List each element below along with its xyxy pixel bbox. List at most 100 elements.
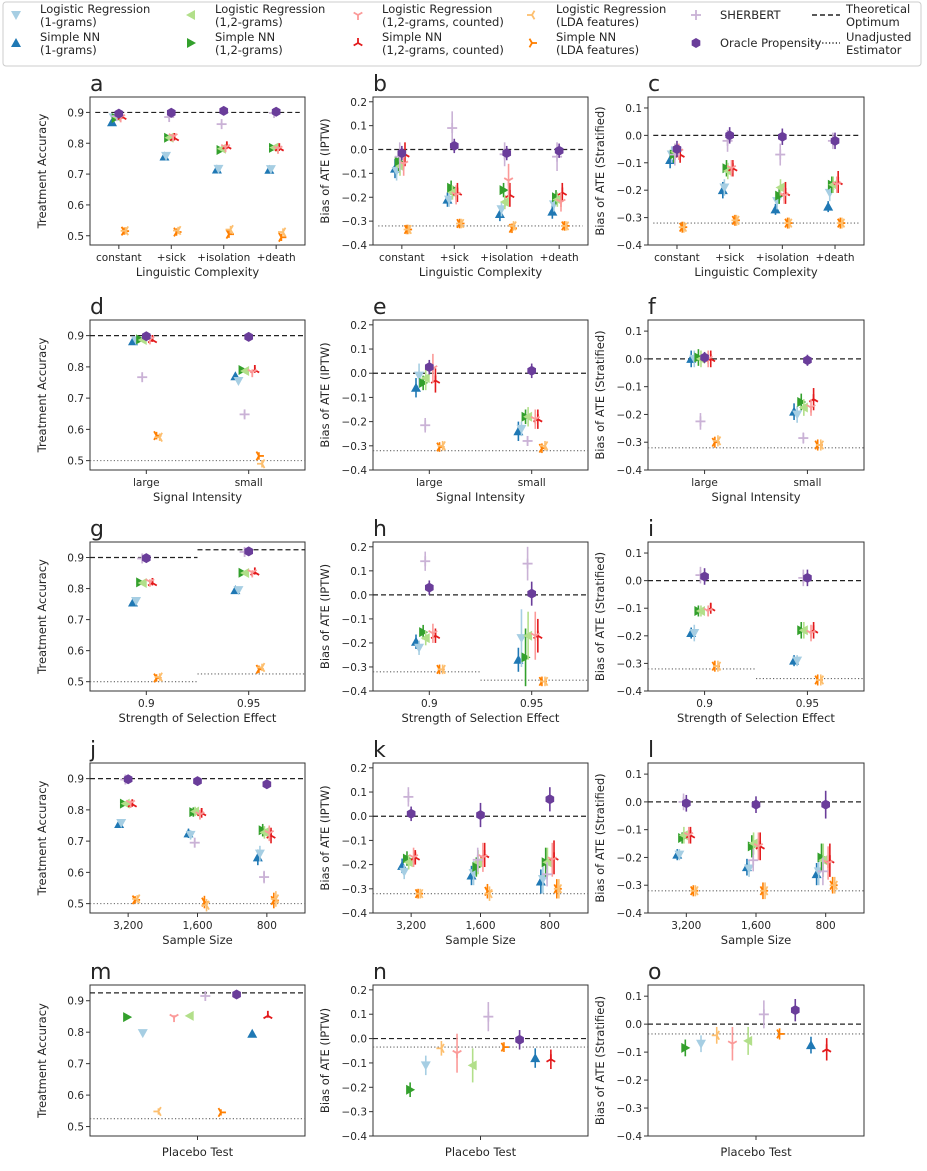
point-marker bbox=[403, 857, 413, 868]
y-tick-label: 0.8 bbox=[67, 1027, 84, 1039]
data-point-lr1 bbox=[674, 849, 685, 861]
data-point-nn1 bbox=[547, 204, 558, 219]
point-marker bbox=[403, 224, 412, 235]
marker-shape bbox=[665, 155, 676, 165]
marker-arm bbox=[546, 1058, 552, 1063]
marker-shape bbox=[424, 362, 434, 373]
y-tick-label: 0.5 bbox=[67, 231, 84, 243]
data-point-lr1 bbox=[420, 1055, 431, 1076]
x-tick-label: +isolation bbox=[756, 252, 809, 264]
axes-frame bbox=[89, 984, 306, 1137]
point-marker bbox=[414, 643, 425, 653]
marker-arm bbox=[353, 42, 359, 47]
point-marker bbox=[483, 1011, 494, 1022]
point-marker bbox=[523, 411, 533, 422]
marker-shape bbox=[691, 38, 701, 48]
data-point-lr12 bbox=[137, 577, 147, 588]
data-point-oracle bbox=[790, 998, 800, 1022]
marker-arm bbox=[512, 225, 517, 231]
point-marker bbox=[472, 862, 482, 873]
point-marker bbox=[806, 629, 816, 639]
marker-shape bbox=[803, 572, 812, 583]
marker-shape bbox=[792, 656, 803, 666]
data-point-lr1 bbox=[719, 179, 730, 196]
point-marker bbox=[717, 185, 728, 195]
marker-arm bbox=[556, 198, 562, 203]
y-tick-label: 0.0 bbox=[350, 368, 367, 380]
marker-shape bbox=[233, 376, 244, 386]
point-marker bbox=[189, 837, 200, 848]
legend-frame bbox=[2, 1, 922, 67]
point-marker bbox=[678, 222, 688, 232]
marker-shape bbox=[161, 151, 172, 161]
panel-o: o −0.4 −0.3 −0.2 −0.1 0.0 0.1 Bias of ATE (Stra… bbox=[593, 960, 865, 1159]
marker-arm bbox=[820, 679, 825, 685]
y-axis-label: Bias of ATE (Stratified) bbox=[593, 773, 607, 902]
data-point-nn1 bbox=[770, 203, 781, 215]
x-axis-label: Sample Size bbox=[721, 933, 791, 947]
marker-shape bbox=[554, 145, 564, 156]
point-marker bbox=[244, 331, 254, 342]
point-marker bbox=[798, 625, 808, 636]
point-marker bbox=[259, 827, 269, 838]
point-marker bbox=[244, 546, 254, 557]
x-tick-label: +sick bbox=[715, 252, 745, 264]
data-point-lr1 bbox=[131, 596, 142, 606]
data-point-sherbert bbox=[403, 787, 414, 807]
data-point-lrc bbox=[727, 1026, 738, 1061]
marker-arm bbox=[225, 143, 231, 149]
axes-frame bbox=[647, 96, 865, 246]
marker-shape bbox=[185, 830, 196, 840]
marker-shape bbox=[523, 411, 533, 422]
marker-arm bbox=[841, 218, 846, 224]
marker-arm bbox=[270, 834, 276, 839]
y-tick-label: −0.4 bbox=[617, 240, 643, 252]
legend-label: (1-grams) bbox=[40, 15, 97, 29]
panel-c: c −0.4 −0.3 −0.2 −0.1 0.0 0.1 Bias of ATE (Stra… bbox=[593, 72, 865, 279]
marker-shape bbox=[131, 596, 142, 606]
point-marker bbox=[247, 569, 258, 578]
y-axis-label: Bias of ATE (Stratified) bbox=[593, 330, 607, 459]
marker-arm bbox=[136, 894, 141, 900]
point-marker bbox=[695, 605, 705, 616]
point-marker bbox=[775, 190, 785, 201]
marker-shape bbox=[240, 568, 250, 579]
x-tick-label: constant bbox=[654, 252, 700, 264]
legend-label: Logistic Regression bbox=[556, 2, 666, 16]
panel-letter: j bbox=[89, 738, 96, 763]
marker-arm bbox=[565, 221, 570, 227]
y-tick-label: 0.0 bbox=[625, 576, 642, 588]
y-tick-label: −0.2 bbox=[342, 1082, 368, 1094]
x-tick-label: +isolation bbox=[480, 252, 533, 264]
point-marker bbox=[184, 1010, 194, 1021]
point-marker bbox=[185, 830, 196, 840]
legend-marker-icon bbox=[11, 11, 21, 20]
data-point-lrc bbox=[264, 825, 275, 842]
data-point-oracle bbox=[193, 776, 202, 787]
data-point-lr12 bbox=[190, 806, 200, 817]
data-point-lr12 bbox=[184, 1010, 194, 1021]
point-marker bbox=[553, 884, 563, 894]
point-marker bbox=[168, 133, 178, 142]
legend-entry-lrl: Logistic Regression(LDA features) bbox=[527, 2, 666, 29]
y-tick-label: −0.1 bbox=[342, 168, 368, 180]
point-marker bbox=[494, 208, 505, 218]
point-marker bbox=[836, 218, 846, 228]
data-point-lrc bbox=[169, 1013, 179, 1023]
marker-shape bbox=[11, 38, 21, 47]
point-marker bbox=[259, 872, 270, 883]
marker-arm bbox=[440, 1047, 445, 1054]
marker-shape bbox=[823, 201, 834, 211]
data-point-nn12 bbox=[499, 182, 509, 198]
marker-arm bbox=[168, 133, 174, 138]
point-marker bbox=[674, 850, 685, 860]
x-tick-label: +death bbox=[540, 252, 579, 264]
y-tick-label: 0.7 bbox=[67, 1059, 84, 1071]
y-tick-label: −0.2 bbox=[342, 417, 368, 429]
marker-arm bbox=[419, 893, 424, 899]
marker-arm bbox=[407, 224, 412, 230]
y-tick-label: −0.1 bbox=[342, 835, 368, 847]
y-tick-label: 0.0 bbox=[625, 1019, 642, 1031]
data-point-nnl bbox=[278, 232, 287, 243]
